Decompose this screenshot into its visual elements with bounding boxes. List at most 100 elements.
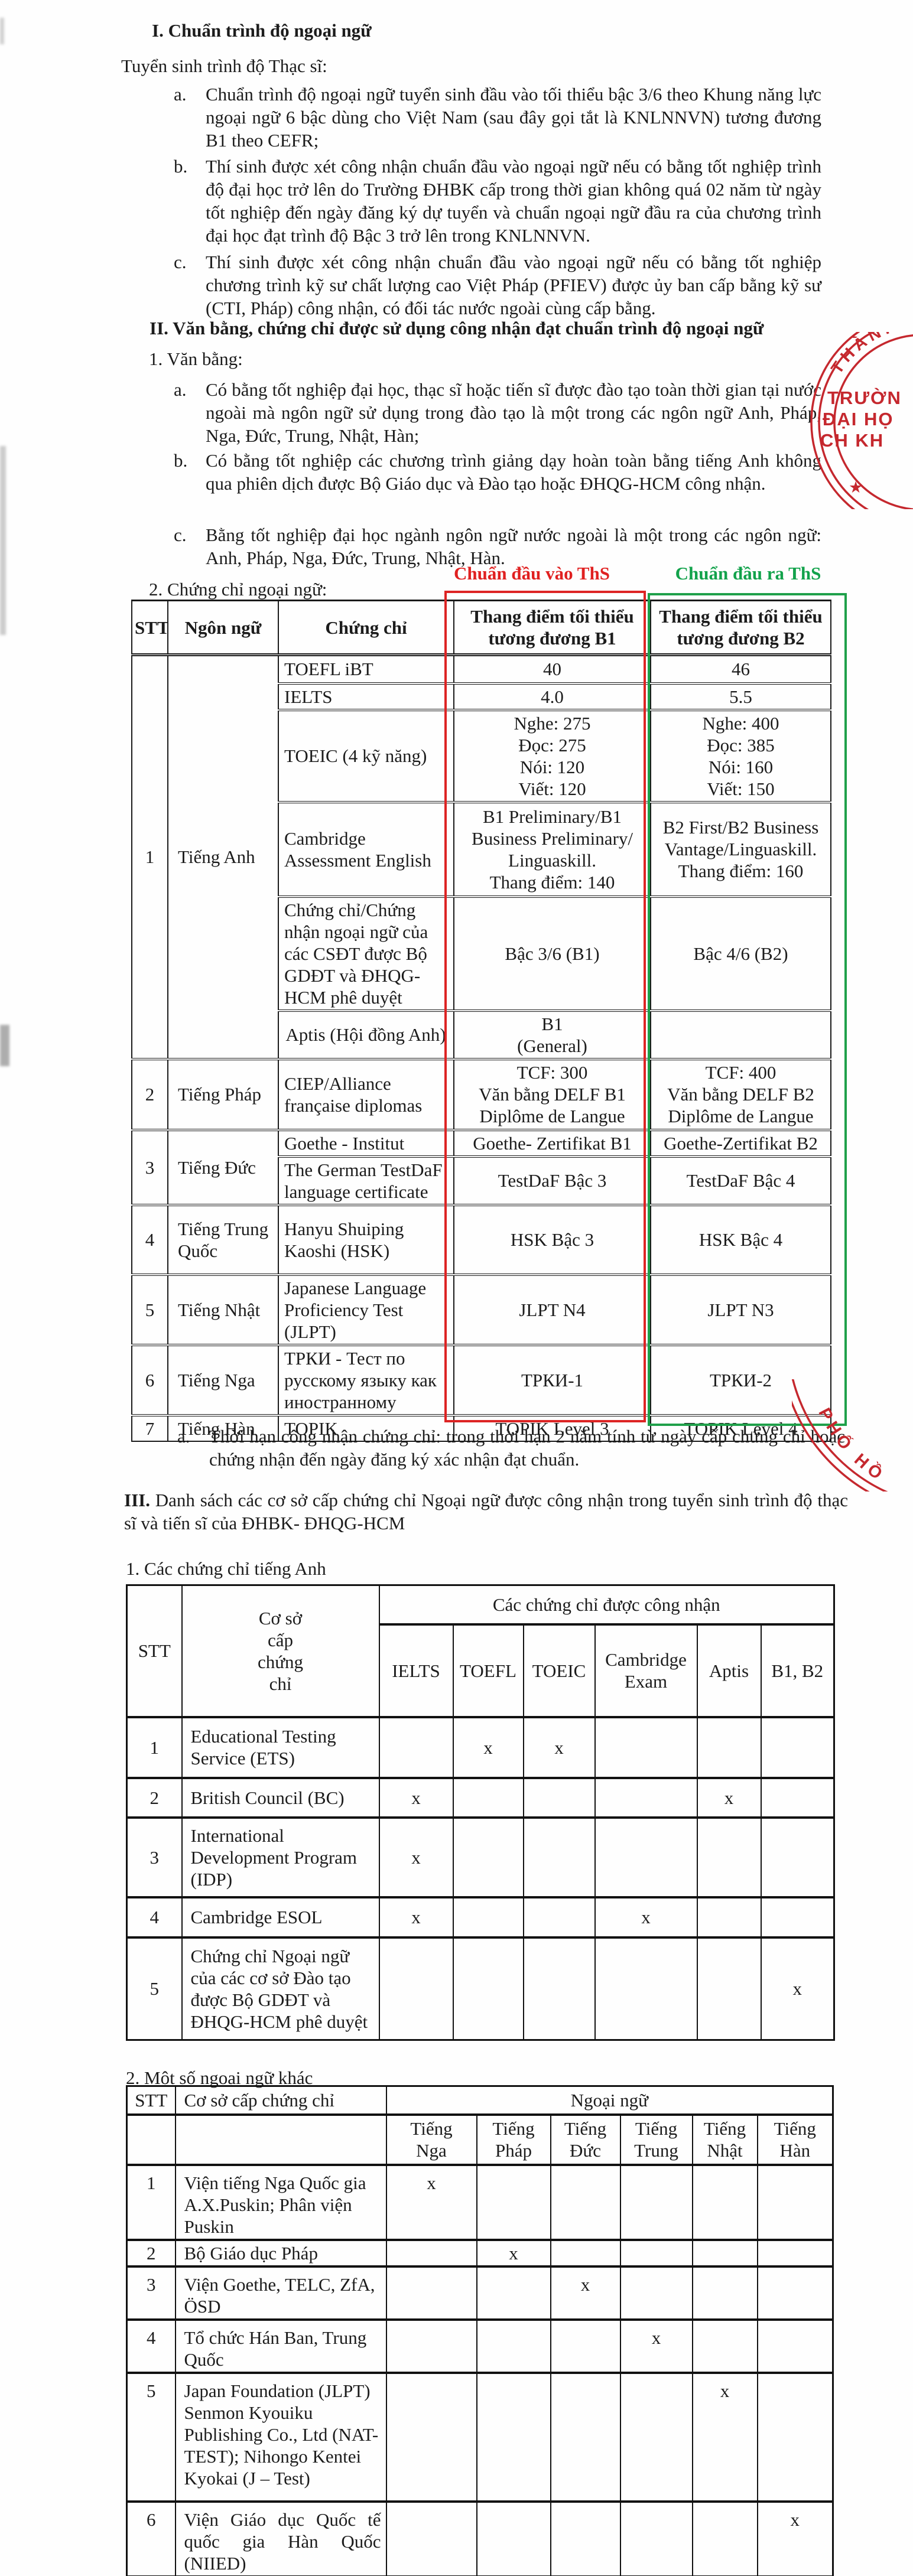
stamp-line-2: ĐẠI HỌ — [823, 409, 894, 429]
cell-mark — [476, 2265, 551, 2320]
list-text: Thí sinh được xét công nhận chuẩn đầu và… — [206, 156, 821, 246]
table-row: 2 Bộ Giáo dục Pháp x — [126, 2238, 834, 2267]
cell-mark — [696, 1816, 762, 1898]
stamp-line-3: CH KH — [820, 430, 884, 451]
cell-mark — [696, 1896, 762, 1938]
section-3-title: Danh sách các cơ sở cấp chứng chỉ Ngoại … — [124, 1490, 848, 1533]
annotation-label-master-exit: Chuẩn đầu ra ThS — [675, 563, 821, 584]
list-text: Chuẩn trình độ ngoại ngữ tuyển sinh đầu … — [206, 84, 821, 151]
table-row: 3 Viện Goethe, TELC, ZfA, ÖSD x — [126, 2265, 834, 2320]
stamp-line-1: TRƯỜN — [827, 387, 902, 408]
cell-b2: TOPIK Level 4 — [650, 1414, 831, 1442]
table-row: 1 Viện tiếng Nga Quốc gia A.X.Puskin; Ph… — [126, 2163, 834, 2240]
section-3-heading: III. Danh sách các cơ sở cấp chứng chỉ N… — [124, 1489, 848, 1535]
cell-mark — [550, 2238, 621, 2267]
english-provider-table: STT Cơ sở cấp chứng chỉ Các chứng chỉ đư… — [126, 1584, 836, 2041]
section-1-intro: Tuyển sinh trình độ Thạc sĩ: — [121, 56, 327, 76]
cell-b2: 5.5 — [650, 682, 831, 711]
cell-cert: Hanyu Shuiping Kaoshi (HSK) — [278, 1203, 454, 1275]
list-marker: c. — [174, 525, 187, 545]
table-row: 7 Tiếng Hàn TOPIK TOPIK Level 3 TOPIK Le… — [131, 1414, 831, 1442]
header-cert: Chứng chỉ — [278, 600, 454, 656]
cell-mark — [691, 2500, 758, 2576]
table-note: a. Thời hạn công nhận chứng chỉ: trong t… — [177, 1425, 845, 1471]
cell-b1: B1 (General) — [453, 1009, 651, 1060]
cell-mark — [594, 1715, 698, 1779]
header-cambridge: Cambridge Exam — [594, 1623, 698, 1718]
cell-mark — [452, 1896, 524, 1938]
cell-stt: 5 — [126, 2371, 176, 2502]
table-row: Chứng chỉ/Chứng nhận ngoại ngữ của các C… — [132, 895, 831, 1011]
header-toeic: TOEIC — [522, 1623, 596, 1718]
cell-mark — [476, 2500, 551, 2576]
cell-mark — [619, 2265, 693, 2320]
cell-language: Tiếng Nhật — [167, 1273, 279, 1346]
list-marker: a. — [174, 379, 187, 400]
cell-cert: Goethe - Institut — [278, 1128, 454, 1157]
header-stt: STT — [131, 600, 168, 656]
list-marker: a. — [174, 84, 187, 105]
table-row: 4 Tổ chức Hán Ban, Trung Quốc x — [126, 2318, 834, 2373]
cell-mark — [696, 1715, 762, 1779]
cell-mark — [550, 2371, 621, 2502]
cell-language: Tiếng Trung Quốc — [167, 1203, 279, 1275]
cell-cert: TOEIC (4 kỹ năng) — [278, 708, 454, 803]
table-subheader-row: IELTS TOEFL TOEIC Cambridge Exam Aptis B… — [127, 1623, 835, 1718]
cell-mark — [550, 2318, 621, 2373]
table-row: Cambridge Assessment English B1 Prelimin… — [132, 800, 831, 897]
table-row: 4 Cambridge ESOL x x — [126, 1896, 835, 1938]
cell-b1: Goethe- Zertifikat B1 — [453, 1128, 651, 1157]
header-group: Ngoại ngữ — [385, 2085, 834, 2116]
cell-mark: x — [696, 1776, 762, 1818]
cell-mark — [696, 1936, 762, 2041]
cell-mark — [594, 1936, 698, 2041]
table-2-label: 1. Các chứng chỉ tiếng Anh — [126, 1558, 326, 1579]
cell-cert: Cambridge Assessment English — [278, 800, 454, 897]
cell-mark — [385, 2318, 477, 2373]
table-row: 3 International Development Program (IDP… — [126, 1816, 835, 1898]
cell-cert: CIEP/Alliance française diplomas — [278, 1057, 454, 1131]
cell-stt: 6 — [126, 2500, 176, 2576]
cell-org: Viện Giáo dục Quốc tế quốc gia Hàn Quốc … — [174, 2500, 387, 2576]
cell-mark — [760, 1896, 835, 1938]
cell-mark — [756, 2163, 834, 2240]
cell-stt: 4 — [131, 1203, 168, 1275]
cell-org: Bộ Giáo dục Pháp — [174, 2238, 387, 2267]
cell-b1: TOPIK Level 3 — [453, 1414, 651, 1442]
cell-stt: 1 — [126, 2163, 176, 2240]
cell-stt: 1 — [126, 1715, 183, 1779]
cell-mark: x — [378, 1896, 454, 1938]
header-chinese: Tiếng Trung — [619, 2113, 693, 2166]
cell-mark: x — [619, 2318, 693, 2373]
note-text: Thời hạn công nhận chứng chỉ: trong thời… — [209, 1426, 845, 1470]
scan-smudge — [0, 446, 6, 635]
cell-cert: TOPIK — [278, 1414, 454, 1442]
cell-mark — [756, 2318, 834, 2373]
cell-mark: x — [522, 1715, 596, 1779]
cell-stt: 5 — [131, 1273, 168, 1346]
cell-stt: 2 — [126, 1776, 183, 1818]
list-text: Thí sinh được xét công nhận chuẩn đầu và… — [206, 252, 821, 318]
cell-org: Tổ chức Hán Ban, Trung Quốc — [174, 2318, 387, 2373]
list-item: b. Có bằng tốt nghiệp các chương trình g… — [174, 449, 821, 495]
cell-mark — [619, 2371, 693, 2502]
cell-org: Educational Testing Service (ETS) — [181, 1715, 380, 1779]
list-item: c. Thí sinh được xét công nhận chuẩn đầu… — [174, 250, 821, 320]
cell-b2: TCF: 400 Văn bằng DELF B2 Diplôme de Lan… — [650, 1057, 831, 1131]
cell-mark — [756, 2371, 834, 2502]
cell-b2: Goethe-Zertifikat B2 — [650, 1128, 831, 1157]
cell-language: Tiếng Hàn — [167, 1414, 279, 1442]
cell-cert: TOEFL iBT — [278, 654, 454, 684]
header-korean: Tiếng Hàn — [756, 2113, 834, 2166]
cell-b1: ТРКИ-1 — [453, 1343, 651, 1416]
cell-mark — [385, 2500, 477, 2576]
cell-mark — [760, 1776, 835, 1818]
cell-mark: x — [691, 2371, 758, 2502]
cell-mark — [385, 2238, 477, 2267]
cell-mark — [476, 2163, 551, 2240]
header-org: Cơ sở cấp chứng chỉ — [181, 1584, 380, 1718]
header-b2: Thang điểm tối thiểu tương đương B2 — [650, 600, 831, 656]
header-empty — [126, 2113, 176, 2166]
header-org: Cơ sở cấp chứng chỉ — [174, 2085, 387, 2116]
list-item: b. Thí sinh được xét công nhận chuẩn đầu… — [174, 155, 821, 247]
